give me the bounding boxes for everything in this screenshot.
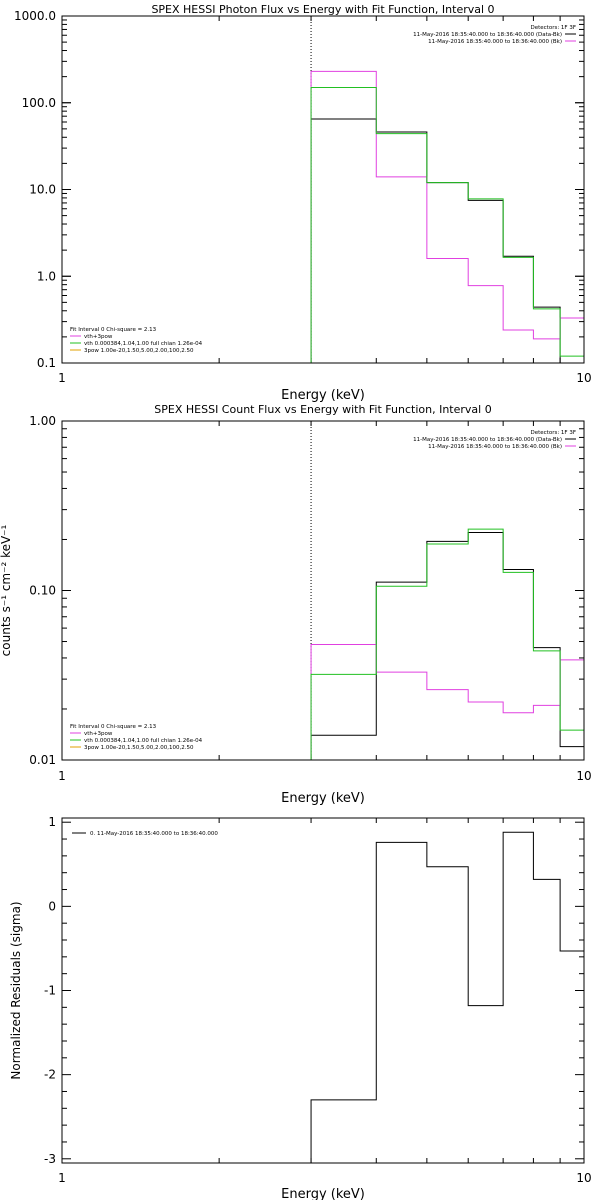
x-tick-label: 10 [576, 769, 591, 783]
x-tick-label: 1 [58, 371, 66, 385]
y-tick-label: 1.0 [37, 269, 56, 283]
fit-legend-header: Fit Interval 0 Chi-square = 2.13 [70, 724, 157, 730]
residual-legend-entry: 0. 11-May-2016 18:35:40.000 to 18:36:40.… [90, 831, 218, 837]
fit-legend-entry: vth+3pow [84, 731, 113, 737]
y-tick-label: -2 [44, 1068, 56, 1082]
x-axis-label: Energy (keV) [281, 1187, 365, 1200]
fit-legend-entry: 3pow 1.00e-20,1.50,5.00,2.00,100,2.50 [84, 745, 194, 751]
plot-frame [61, 817, 585, 1164]
fit-legend-entry: vth 0.000384,1.04,1.00 full chian 1.26e-… [84, 341, 203, 347]
y-tick-label: 1000.0 [14, 9, 56, 23]
y-tick-label: -1 [44, 984, 56, 998]
y-tick-label: 1.00 [29, 414, 56, 428]
series-green-step [310, 86, 584, 363]
y-tick-label: 0 [48, 899, 56, 913]
y-tick-label: 100.0 [22, 96, 56, 110]
x-tick-label: 1 [58, 1171, 66, 1185]
series-black-step [310, 118, 584, 363]
fit-legend-entry: 3pow 1.00e-20,1.50,5.00,2.00,100,2.50 [84, 348, 194, 354]
y-axis-label: Normalized Residuals (sigma) [9, 901, 23, 1079]
y-tick-label: 10.0 [29, 183, 56, 197]
plot-frame [61, 420, 585, 761]
chart-title: SPEX HESSI Count Flux vs Energy with Fit… [154, 403, 491, 416]
fit-legend-entry: vth+3pow [84, 334, 113, 340]
chart-title: SPEX HESSI Photon Flux vs Energy with Fi… [151, 3, 494, 16]
y-tick-label: 0.10 [29, 584, 56, 598]
chart-panel-1: SPEX HESSI Count Flux vs Energy with Fit… [0, 403, 592, 806]
fit-legend-header: Fit Interval 0 Chi-square = 2.13 [70, 327, 157, 333]
legend-header: Detectors: 1F 3F [530, 25, 576, 31]
series-magenta-step [310, 70, 584, 363]
x-tick-label: 10 [576, 371, 591, 385]
series-black-step [310, 831, 584, 1163]
series-green-step [310, 528, 584, 760]
y-axis-label: counts s⁻¹ cm⁻² keV⁻¹ [0, 524, 13, 656]
y-tick-label: 1 [48, 815, 56, 829]
y-tick-label: 0.01 [29, 753, 56, 767]
x-tick-label: 10 [576, 1171, 591, 1185]
plot-frame [61, 15, 585, 364]
y-tick-label: 0.1 [37, 356, 56, 370]
y-tick-label: -3 [44, 1152, 56, 1166]
legend-entry-label: 11-May-2016 18:35:40.000 to 18:36:40.000… [413, 437, 562, 443]
x-axis-label: Energy (keV) [281, 388, 365, 403]
series-magenta-step [310, 644, 584, 760]
x-axis-label: Energy (keV) [281, 791, 365, 806]
legend-entry-label: 11-May-2016 18:35:40.000 to 18:36:40.000… [428, 39, 562, 45]
chart-panel-0: SPEX HESSI Photon Flux vs Energy with Fi… [14, 3, 592, 403]
chart-panel-2: 1 10 -3 -2 -1 0 1 Energy (keV) Normalized Residu… [9, 815, 592, 1200]
legend-header: Detectors: 1F 3F [530, 430, 576, 436]
x-tick-label: 1 [58, 769, 66, 783]
legend-entry-label: 11-May-2016 18:35:40.000 to 18:36:40.000… [413, 32, 562, 38]
legend-entry-label: 11-May-2016 18:35:40.000 to 18:36:40.000… [428, 444, 562, 450]
series-black-step [310, 531, 584, 760]
fit-legend-entry: vth 0.000384,1.04,1.00 full chian 1.26e-… [84, 738, 203, 744]
